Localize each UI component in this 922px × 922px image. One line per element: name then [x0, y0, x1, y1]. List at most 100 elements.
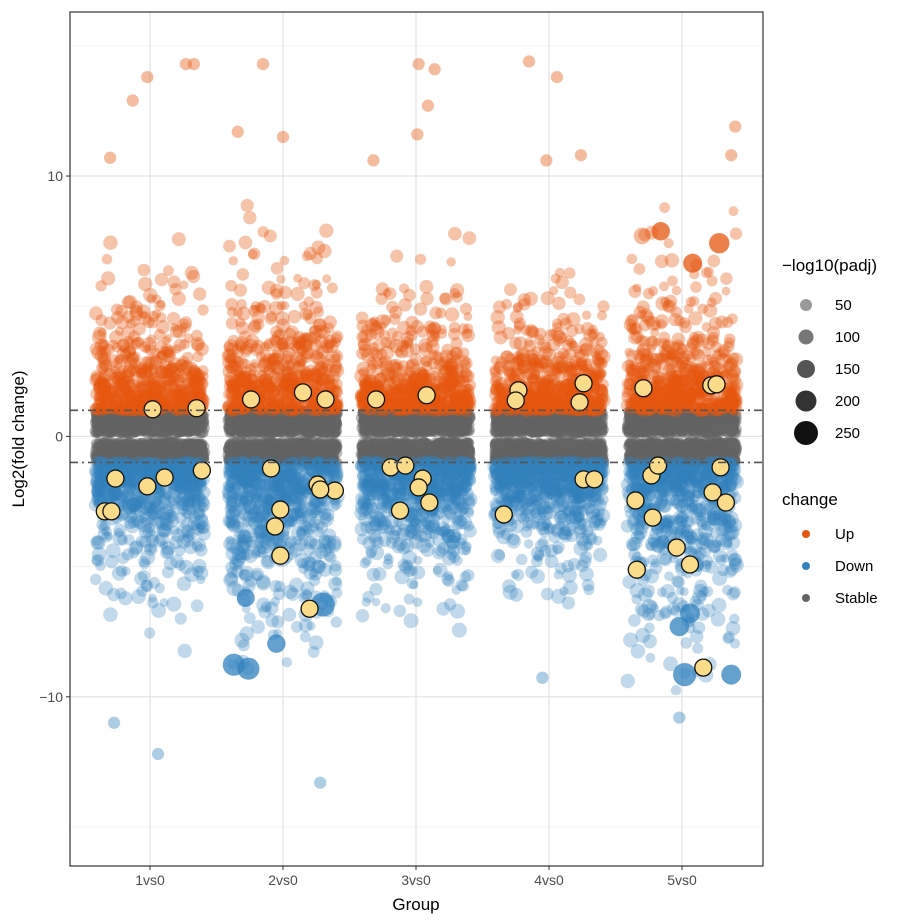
point-stable: [193, 424, 204, 434]
point-stable: [112, 409, 123, 420]
point-stable: [188, 419, 200, 431]
point-stable: [185, 420, 195, 430]
point-stable: [180, 427, 190, 437]
point-stable: [92, 410, 102, 419]
point-up: [301, 251, 313, 262]
point-up: [225, 279, 238, 292]
point-stable: [148, 424, 161, 437]
point-up: [270, 261, 284, 275]
point-stable: [148, 426, 158, 437]
point-stable: [165, 410, 176, 421]
point-up: [190, 336, 205, 351]
point-down: [89, 573, 102, 586]
point-stable: [131, 408, 141, 419]
point-stable: [124, 409, 136, 422]
point-stable: [106, 424, 119, 437]
point-stable: [132, 420, 143, 430]
point-stable: [92, 423, 105, 436]
point-up: [231, 344, 245, 358]
point-stable: [115, 417, 125, 428]
point-stable: [150, 426, 163, 439]
point-stable: [123, 422, 133, 432]
point-stable: [159, 416, 171, 428]
point-stable: [90, 420, 102, 432]
point-stable: [105, 426, 116, 437]
point-stable: [105, 412, 115, 422]
point-stable: [137, 413, 149, 425]
point-stable: [95, 413, 105, 423]
point-down: [282, 607, 297, 622]
point-stable: [160, 415, 172, 427]
point-up: [326, 282, 338, 294]
point-up: [160, 387, 172, 399]
point-up: [113, 366, 128, 381]
point-stable: [160, 420, 170, 429]
point-stable: [105, 428, 116, 438]
point-down: [168, 483, 181, 495]
point-stable: [131, 421, 143, 432]
point-down: [175, 559, 187, 571]
point-stable: [162, 426, 175, 439]
point-stable: [92, 415, 102, 426]
point-stable: [140, 420, 152, 433]
point-stable: [94, 407, 105, 418]
point-stable: [103, 410, 116, 422]
point-stable: [164, 412, 175, 423]
point-stable: [103, 424, 115, 437]
point-stable: [165, 419, 178, 432]
point-stable: [156, 426, 169, 439]
point-up: [174, 384, 188, 398]
point-up: [103, 235, 118, 250]
point-up: [118, 380, 130, 393]
point-stable: [165, 421, 176, 432]
point-up: [222, 400, 236, 414]
point-stable: [294, 417, 307, 429]
point-stable: [165, 420, 175, 429]
point-stable: [181, 426, 192, 436]
point-down: [121, 548, 134, 561]
point-stable: [121, 413, 133, 424]
point-up: [243, 210, 257, 225]
point-stable: [176, 425, 188, 436]
point-up: [240, 365, 253, 378]
point-stable: [137, 424, 149, 436]
point-up: [96, 346, 108, 357]
point-stable: [122, 409, 134, 421]
point-stable: [135, 419, 148, 432]
point-stable: [116, 415, 130, 428]
point-down: [117, 457, 132, 472]
point-stable: [167, 409, 177, 420]
point-stable: [171, 406, 183, 418]
point-down: [177, 643, 192, 659]
point-stable: [92, 428, 102, 438]
point-stable: [179, 418, 191, 430]
point-stable: [166, 412, 178, 423]
point-stable: [175, 420, 188, 433]
point-stable: [183, 425, 193, 435]
point-stable: [185, 415, 197, 427]
point-stable: [92, 426, 105, 438]
point-stable: [135, 412, 146, 423]
point-stable: [139, 424, 149, 435]
point-stable: [185, 420, 194, 430]
point-stable: [175, 427, 185, 438]
point-stable: [286, 424, 296, 434]
point-stable: [140, 417, 152, 428]
point-stable: [197, 416, 210, 429]
point-stable: [141, 420, 153, 433]
point-stable: [194, 427, 206, 438]
point-stable: [186, 419, 196, 429]
point-stable: [179, 424, 192, 437]
point-down: [140, 579, 154, 593]
point-up: [256, 369, 269, 382]
point-stable: [188, 415, 201, 427]
point-stable: [190, 418, 200, 427]
point-down: [144, 627, 156, 639]
point-stable: [114, 437, 124, 448]
point-up: [257, 226, 269, 238]
point-stable: [97, 417, 108, 428]
point-stable: [156, 413, 167, 425]
point-stable: [112, 407, 125, 420]
point-stable: [162, 412, 174, 424]
point-stable: [130, 411, 141, 421]
